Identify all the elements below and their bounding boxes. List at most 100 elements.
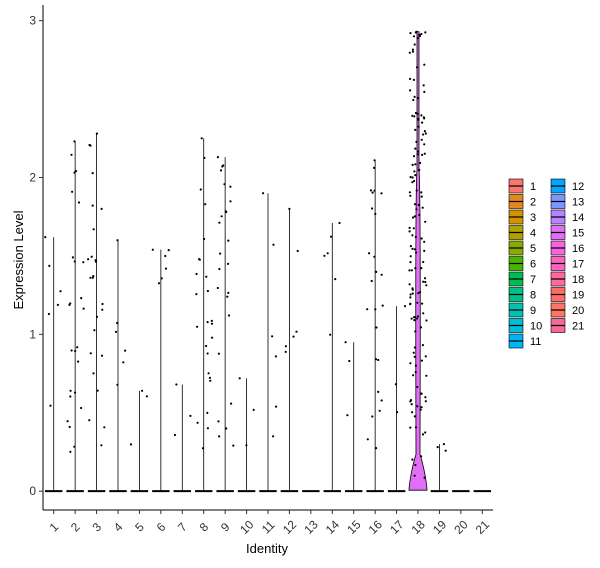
data-point: [272, 435, 275, 438]
data-point: [94, 260, 97, 263]
data-point: [415, 251, 418, 254]
data-point: [414, 364, 417, 367]
data-point: [411, 163, 414, 166]
data-point: [414, 426, 417, 429]
legend-label: 7: [530, 274, 536, 286]
data-point: [414, 147, 417, 150]
data-point: [80, 297, 83, 300]
data-point: [417, 292, 420, 295]
data-point: [413, 170, 416, 173]
x-tick-label: 21: [473, 517, 493, 537]
data-point: [114, 330, 118, 333]
violin-5: [129, 389, 149, 493]
data-point: [371, 207, 374, 210]
data-point: [219, 169, 223, 172]
data-point: [409, 261, 412, 264]
legend-item-15: 15: [550, 225, 584, 240]
data-point: [330, 235, 333, 238]
data-point: [371, 191, 374, 194]
data-point: [73, 445, 76, 448]
data-point: [69, 395, 72, 398]
legend-label: 15: [572, 228, 584, 240]
data-point: [189, 414, 192, 417]
data-point: [422, 133, 425, 136]
data-point: [49, 404, 52, 407]
data-point: [323, 254, 326, 257]
data-point: [380, 399, 383, 402]
data-point: [210, 319, 213, 322]
data-point: [101, 302, 104, 306]
data-point: [417, 125, 420, 128]
data-point: [421, 153, 424, 156]
data-point: [409, 302, 412, 305]
data-point: [418, 168, 421, 171]
data-point: [373, 159, 376, 162]
data-point: [423, 130, 426, 133]
data-point: [416, 97, 420, 100]
data-point: [210, 322, 214, 325]
data-point: [409, 400, 412, 403]
data-point: [375, 326, 378, 329]
data-point: [420, 138, 423, 141]
data-point: [77, 360, 80, 363]
data-point: [416, 150, 420, 153]
data-point: [378, 409, 381, 412]
data-point: [420, 195, 423, 198]
data-point: [68, 303, 71, 306]
data-point: [420, 237, 423, 240]
data-point: [74, 170, 78, 173]
data-point: [409, 362, 412, 365]
data-point: [374, 308, 377, 311]
x-tick-label: 13: [301, 517, 321, 537]
legend-item-8: 8: [508, 287, 536, 302]
x-tick-label: 20: [451, 517, 471, 537]
data-point: [284, 350, 287, 353]
data-point: [415, 189, 418, 192]
data-point: [413, 203, 417, 206]
legend-item-14: 14: [550, 209, 584, 225]
data-point: [422, 280, 425, 283]
data-point: [157, 282, 161, 285]
data-point: [205, 344, 208, 348]
legend-item-4: 4: [508, 225, 536, 240]
violin-15: [344, 341, 363, 493]
data-point: [409, 255, 412, 258]
data-point: [444, 449, 447, 452]
data-point: [173, 433, 176, 437]
legend-item-20: 20: [550, 302, 584, 318]
data-point: [348, 359, 351, 363]
data-point: [410, 269, 413, 272]
data-point: [271, 335, 274, 338]
legend-label: 18: [572, 274, 584, 286]
data-point: [413, 346, 416, 349]
data-point: [87, 258, 90, 261]
data-point: [422, 84, 425, 87]
data-point: [394, 383, 397, 386]
legend-label: 13: [572, 197, 584, 209]
data-point: [230, 402, 233, 405]
data-point: [421, 302, 424, 305]
data-point: [201, 447, 205, 450]
data-point: [96, 389, 99, 392]
data-point: [90, 255, 93, 258]
data-point: [48, 264, 51, 267]
data-point: [227, 314, 231, 317]
data-point: [414, 163, 417, 166]
legend-item-16: 16: [550, 240, 584, 256]
x-tick-label: 11: [259, 518, 278, 537]
data-point: [70, 153, 73, 156]
data-point: [89, 352, 92, 355]
legend-label: 19: [572, 290, 584, 302]
legend-item-13: 13: [550, 194, 584, 209]
data-point: [420, 406, 423, 409]
violin-3: [87, 132, 106, 493]
data-point: [411, 292, 414, 295]
data-point: [229, 200, 232, 203]
data-point: [425, 319, 428, 322]
legend-item-11: 11: [508, 333, 541, 349]
data-point: [252, 408, 255, 411]
data-point: [415, 66, 419, 69]
data-point: [411, 114, 414, 117]
data-point: [369, 189, 372, 192]
data-point: [423, 249, 426, 252]
